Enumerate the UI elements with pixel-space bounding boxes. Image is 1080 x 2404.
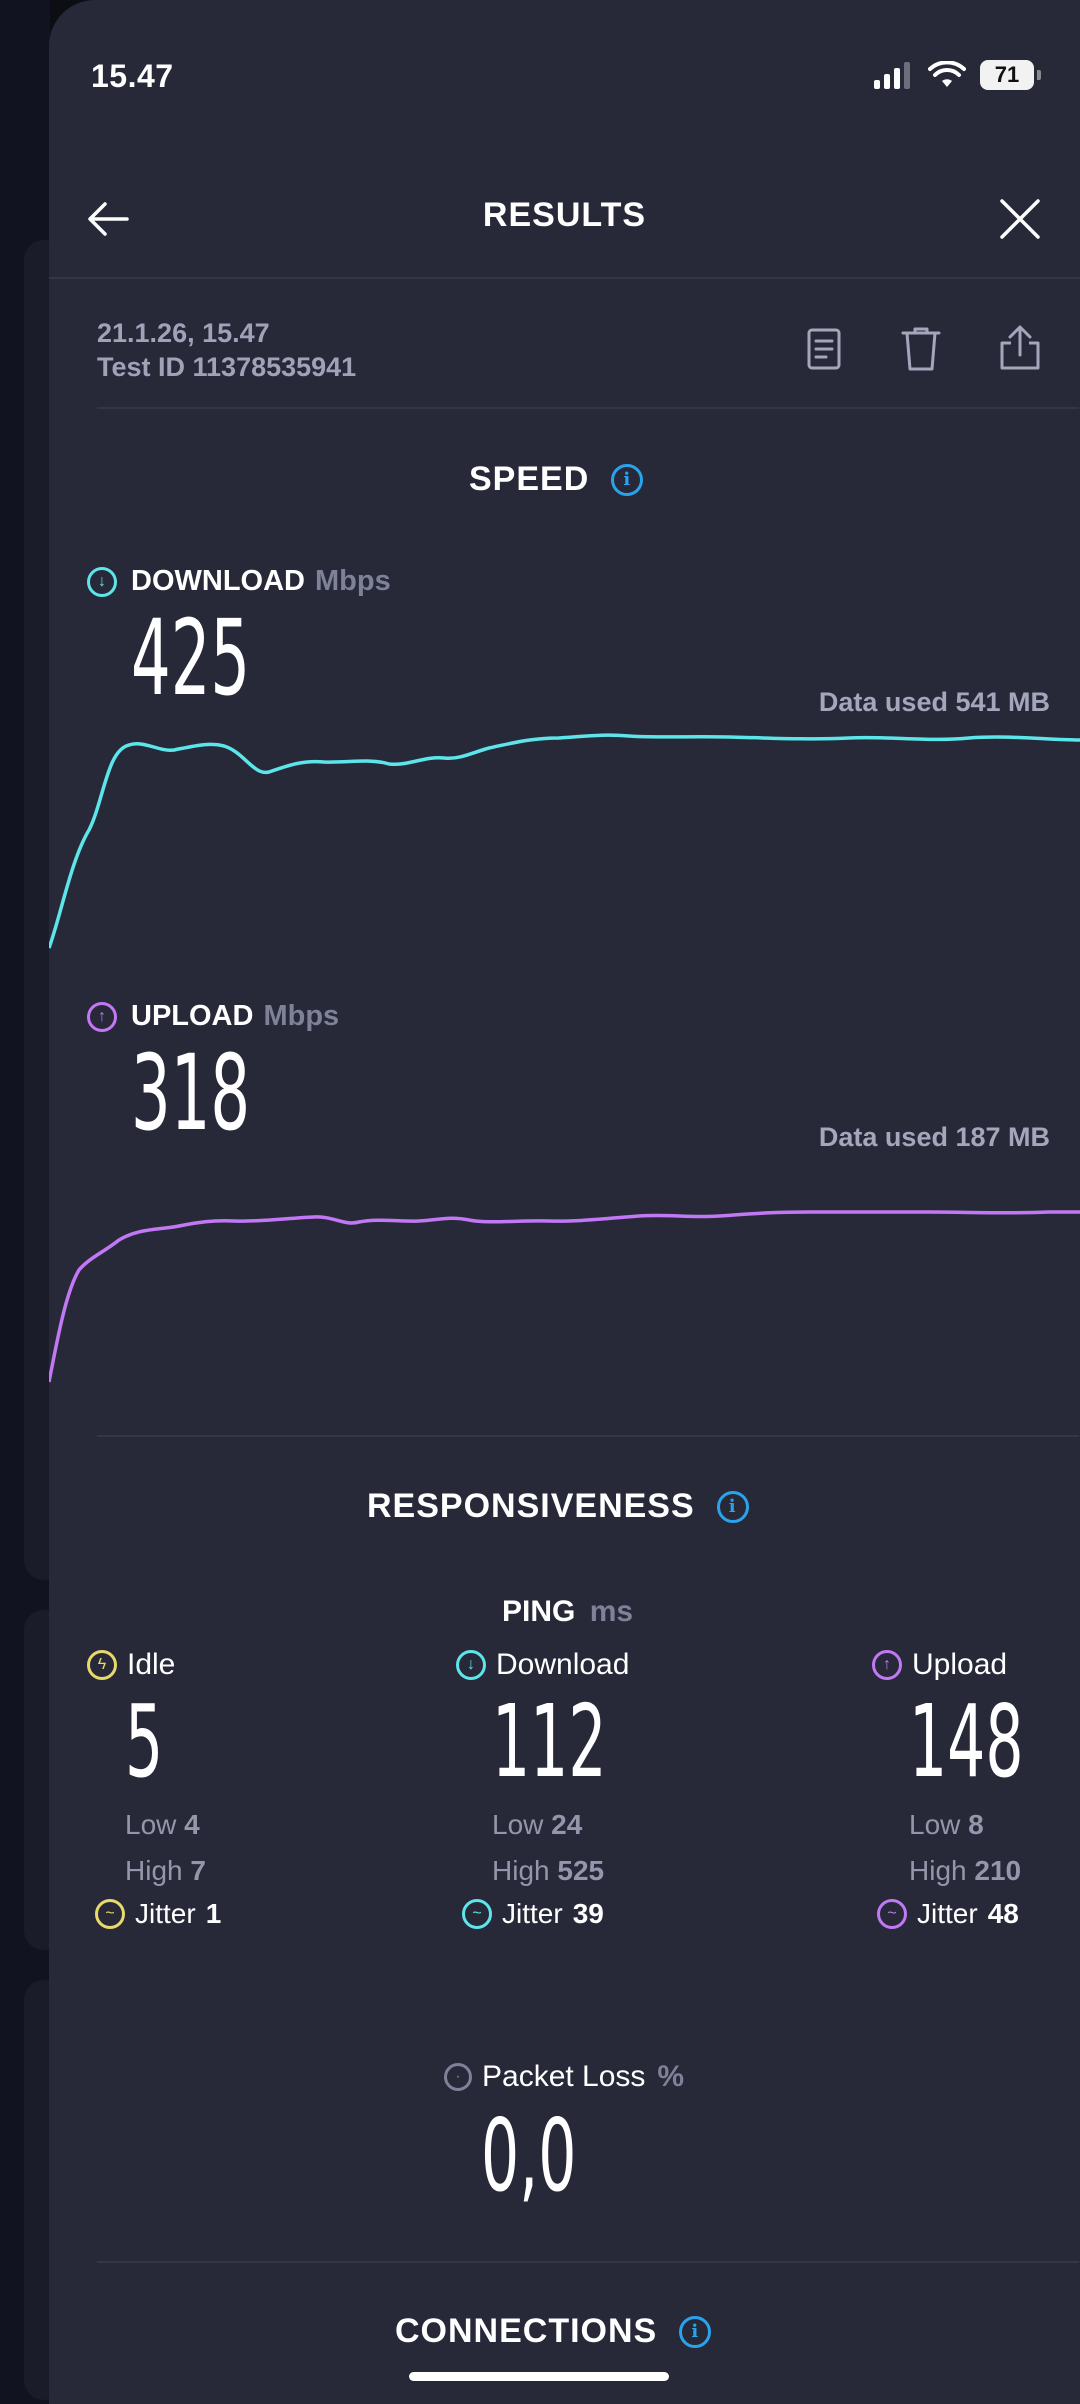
test-meta: 21.1.26, 15.47 Test ID 11378535941 (97, 316, 356, 384)
document-icon[interactable] (806, 327, 842, 371)
download-speed-graph (49, 733, 1080, 949)
connections-title: CONNECTIONS (395, 2312, 658, 2350)
packet-loss-value: 0,0 (481, 2097, 577, 2214)
ping-idle-jitter: ~ Jitter 1 (95, 1898, 221, 1930)
test-datetime: 21.1.26, 15.47 (97, 318, 270, 348)
ping-download-label: Download (496, 1648, 630, 1681)
ping-download-jitter: ~ Jitter 39 (462, 1898, 683, 1930)
close-icon[interactable] (999, 198, 1041, 240)
ping-upload-high: High 210 (909, 1855, 1022, 1886)
signal-icon (874, 62, 910, 89)
upload-data-used: Data used 187 MB (818, 1122, 1050, 1152)
ping-upload-value: 148 (909, 1683, 1024, 1800)
jitter-icon: ~ (877, 1899, 907, 1929)
ping-label: PING (502, 1595, 576, 1628)
header-divider (49, 277, 1080, 279)
download-speed-value: 425 (131, 597, 251, 719)
meta-divider (97, 407, 1079, 409)
test-id: Test ID 11378535941 (97, 352, 357, 382)
ping-download-high: High 525 (492, 1855, 605, 1886)
ping-upload-label: Upload (912, 1648, 1008, 1681)
ping-unit: ms (589, 1595, 634, 1628)
ping-download-header: ↓ Download (456, 1648, 683, 1682)
responsiveness-title: RESPONSIVENESS (367, 1487, 695, 1525)
upload-arrow-icon: ↑ (87, 1001, 117, 1032)
ping-idle-column: ϟ Idle 5 Low 4 High 7 ~ Jitter 1 (87, 1648, 221, 1930)
ping-download-value: 112 (492, 1683, 607, 1800)
packet-loss-label: Packet Loss (482, 2060, 646, 2093)
packet-loss-unit: % (657, 2060, 685, 2093)
share-icon[interactable] (999, 323, 1041, 371)
trash-icon[interactable] (901, 326, 941, 372)
ping-upload-jitter: ~ Jitter 48 (877, 1898, 1080, 1930)
download-label-row: ↓ DOWNLOAD Mbps (87, 565, 391, 598)
background-app (0, 0, 64, 2404)
battery-icon: 71 (980, 60, 1041, 90)
packet-loss-icon: · (444, 2063, 472, 2091)
wifi-icon (928, 61, 966, 87)
speed-section-title: SPEED i (469, 460, 644, 499)
ping-download-column: ↓ Download 112 Low 24 High 525 ~ Jitter 3… (456, 1648, 683, 1930)
responsiveness-divider (97, 2261, 1079, 2263)
jitter-icon: ~ (462, 1899, 492, 1929)
upload-arrow-icon: ↑ (872, 1650, 902, 1680)
status-time: 15.47 (91, 58, 174, 94)
ping-download-low: Low 24 (492, 1809, 583, 1840)
download-arrow-icon: ↓ (456, 1650, 486, 1680)
download-arrow-icon: ↓ (87, 566, 117, 597)
upload-speed-graph (49, 1210, 1080, 1383)
ping-idle-high: High 7 (125, 1855, 206, 1886)
ping-upload-column: ↑ Upload 148 Low 8 High 210 ~ Jitter 48 (872, 1648, 1080, 1930)
info-icon[interactable]: i (716, 1490, 749, 1523)
speed-title: SPEED (469, 460, 590, 498)
results-sheet: 15.47 71 RESULTS 21.1.26, 15.47 Test ID … (49, 0, 1080, 2404)
upload-unit: Mbps (263, 1000, 340, 1032)
ping-idle-value: 5 (125, 1683, 164, 1800)
jitter-icon: ~ (95, 1899, 125, 1929)
ping-idle-low: Low 4 (125, 1809, 200, 1840)
page-title: RESULTS (482, 196, 647, 234)
home-indicator[interactable] (409, 2372, 669, 2381)
arrow-left-icon[interactable] (85, 196, 131, 242)
packet-loss-header: · Packet Loss % (444, 2060, 684, 2094)
connections-section-title: CONNECTIONS i (395, 2312, 712, 2351)
responsiveness-section-title: RESPONSIVENESS i (367, 1487, 749, 1526)
idle-bolt-icon: ϟ (87, 1650, 117, 1680)
ping-idle-label: Idle (127, 1648, 176, 1681)
ping-idle-header: ϟ Idle (87, 1648, 221, 1682)
download-unit: Mbps (314, 565, 391, 597)
upload-label-row: ↑ UPLOAD Mbps (87, 1000, 339, 1033)
status-icons: 71 (874, 60, 1041, 90)
speed-divider (97, 1435, 1079, 1437)
upload-label: UPLOAD (131, 1000, 254, 1032)
ping-heading: PING ms (502, 1595, 633, 1629)
download-data-used: Data used 541 MB (818, 687, 1050, 717)
info-icon[interactable]: i (611, 463, 644, 496)
info-icon[interactable]: i (679, 2315, 712, 2348)
download-label: DOWNLOAD (131, 565, 305, 597)
ping-upload-header: ↑ Upload (872, 1648, 1080, 1682)
upload-speed-value: 318 (131, 1032, 251, 1154)
ping-upload-low: Low 8 (909, 1809, 984, 1840)
